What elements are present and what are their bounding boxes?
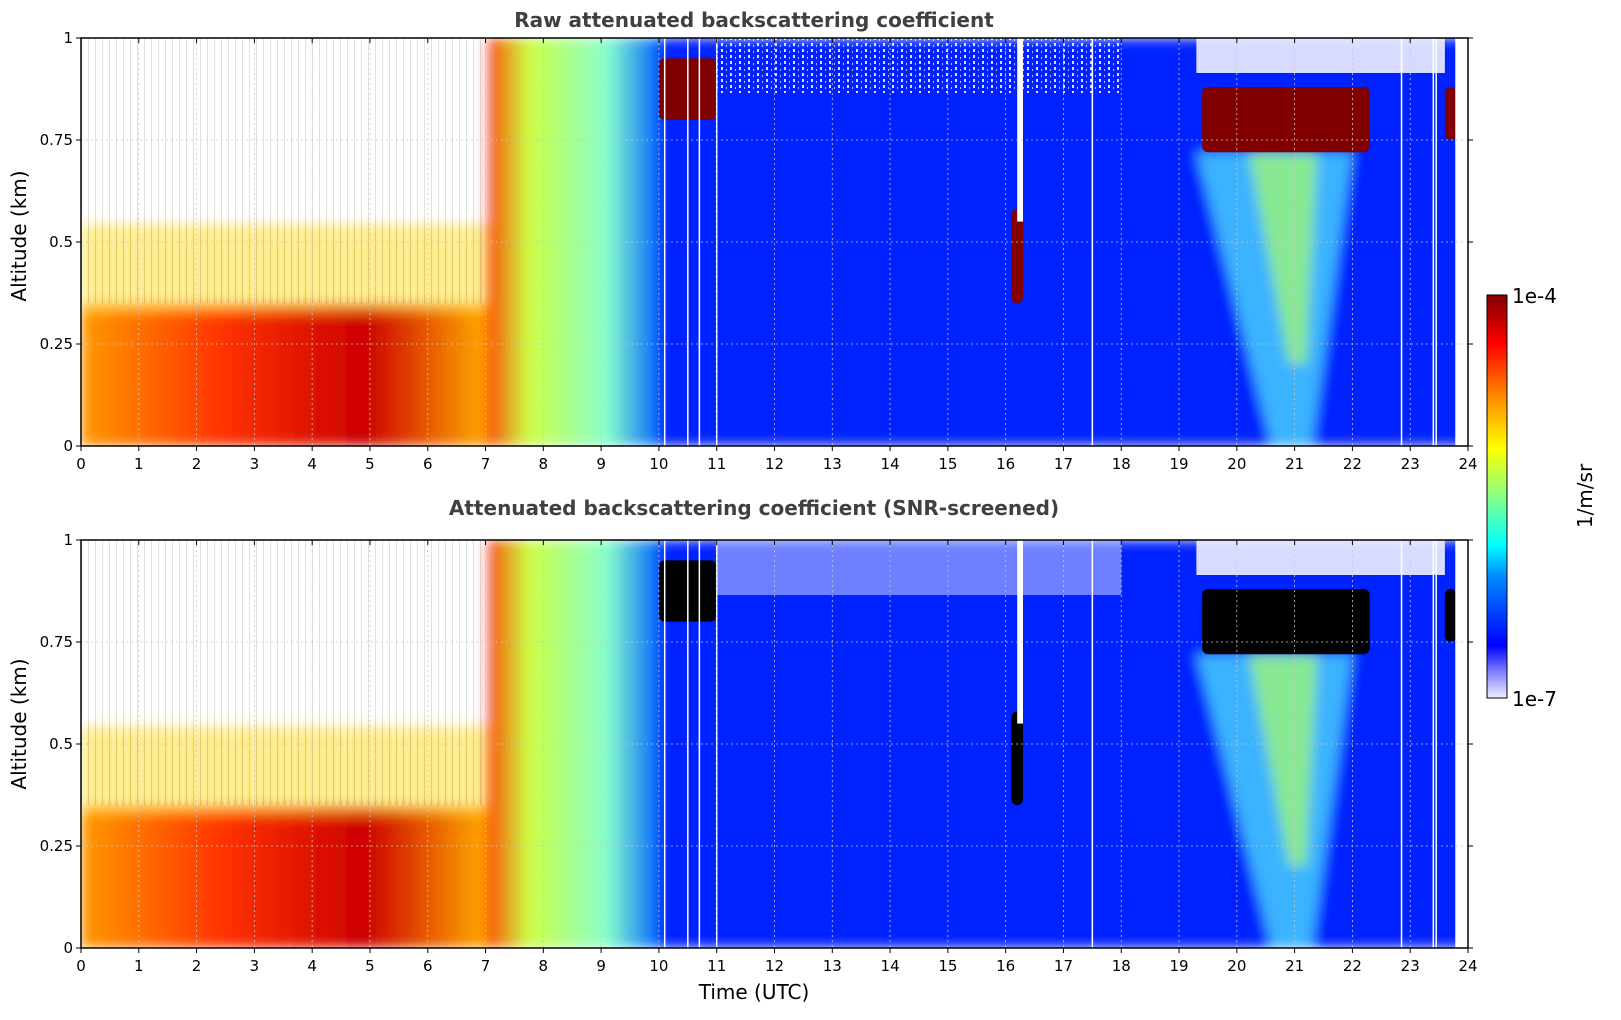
- x-tick-label: 22: [1343, 957, 1362, 975]
- x-tick-label: 19: [1169, 957, 1188, 975]
- x-tick-label: 13: [823, 957, 842, 975]
- y-tick-label: 0.75: [40, 633, 73, 651]
- x-tick-label: 3: [250, 455, 260, 473]
- x-tick-label: 4: [307, 957, 317, 975]
- x-tick-label: 21: [1285, 455, 1304, 473]
- x-tick-label: 2: [192, 455, 202, 473]
- panel-title-screened: Attenuated backscattering coefficient (S…: [449, 496, 1059, 520]
- region-4: [1011, 209, 1024, 304]
- y-tick-label: 0: [63, 939, 73, 957]
- x-tick-label: 17: [1054, 957, 1073, 975]
- x-ticks-screened: 0 1 2 3 4 5 6 7 8 9 10 11 12 13 14 15 16 17 18 19 20 21 22 23 24: [76, 540, 1478, 975]
- region-5: [1202, 588, 1370, 655]
- region-0-streaks: [81, 540, 486, 806]
- y-ticks-raw: 0 0.25 0.5 0.75 1: [40, 29, 1473, 455]
- x-tick-label: 16: [996, 455, 1015, 473]
- panel-screened: Attenuated backscattering coefficient (S…: [7, 496, 1478, 1004]
- x-tick-label: 24: [1458, 455, 1477, 473]
- region-6-core: [1248, 654, 1318, 867]
- x-tick-label: 18: [1112, 957, 1131, 975]
- x-tick-label: 3: [250, 957, 260, 975]
- region-0: [81, 303, 486, 446]
- colorbar-gradient: [1486, 294, 1508, 699]
- region-7: [1444, 588, 1457, 642]
- x-tick-label: 23: [1401, 957, 1420, 975]
- colorbar: 1e-4 1e-7 1/m/sr: [1486, 284, 1597, 711]
- x-tick-label: 14: [881, 957, 900, 975]
- panel-raw: Raw attenuated backscattering coefficien…: [7, 8, 1478, 473]
- x-tick-label: 24: [1458, 957, 1477, 975]
- cloud-shadow-gap: [1017, 38, 1024, 222]
- x-tick-label: 8: [539, 455, 549, 473]
- x-tick-label: 2: [192, 957, 202, 975]
- x-tick-label: 14: [881, 455, 900, 473]
- y-axis-label-screened: Altitude (km): [7, 658, 31, 789]
- region-6-core: [1248, 152, 1318, 365]
- cloud-shadow-gap: [1017, 540, 1024, 724]
- x-tick-label: 23: [1401, 455, 1420, 473]
- x-tick-label: 21: [1285, 957, 1304, 975]
- x-tick-label: 0: [76, 455, 86, 473]
- x-tick-label: 6: [423, 455, 433, 473]
- y-tick-label: 0.5: [49, 735, 73, 753]
- region-7: [1444, 86, 1457, 140]
- x-tick-label: 8: [539, 957, 549, 975]
- x-tick-label: 20: [1227, 455, 1246, 473]
- region-4: [1011, 711, 1024, 806]
- colorbar-max-label: 1e-4: [1512, 284, 1557, 308]
- x-tick-label: 16: [996, 957, 1015, 975]
- x-tick-label: 5: [365, 957, 375, 975]
- x-tick-label: 15: [938, 957, 957, 975]
- upper-clear: [1196, 38, 1445, 73]
- y-tick-label: 0.25: [40, 335, 73, 353]
- y-tick-label: 0.5: [49, 233, 73, 251]
- y-tick-label: 1: [63, 29, 73, 47]
- x-tick-label: 0: [76, 957, 86, 975]
- x-tick-label: 12: [765, 957, 784, 975]
- colorbar-unit-label: 1/m/sr: [1573, 463, 1597, 528]
- x-tick-label: 19: [1169, 455, 1188, 473]
- x-ticks-raw: 0 1 2 3 4 5 6 7 8 9 10 11 12 13 14 15 16 17 18 19 20 21 22 23 24: [76, 38, 1478, 473]
- x-tick-label: 20: [1227, 957, 1246, 975]
- x-tick-label: 15: [938, 455, 957, 473]
- region-5: [1202, 86, 1370, 153]
- upper-noise: [716, 540, 1122, 595]
- x-tick-label: 6: [423, 957, 433, 975]
- x-tick-label: 7: [481, 455, 491, 473]
- x-tick-label: 9: [596, 957, 606, 975]
- colorbar-min-label: 1e-7: [1512, 687, 1557, 711]
- y-axis-label-raw: Altitude (km): [7, 170, 31, 301]
- y-tick-label: 0.75: [40, 131, 73, 149]
- x-tick-label: 18: [1112, 455, 1131, 473]
- x-tick-label: 11: [707, 455, 726, 473]
- x-tick-label: 5: [365, 455, 375, 473]
- upper-clear: [1196, 540, 1445, 575]
- x-tick-label: 17: [1054, 455, 1073, 473]
- panel-title-raw: Raw attenuated backscattering coefficien…: [514, 8, 994, 32]
- y-tick-label: 0.25: [40, 837, 73, 855]
- x-axis-label: Time (UTC): [698, 980, 810, 1004]
- x-tick-label: 13: [823, 455, 842, 473]
- x-tick-label: 1: [134, 455, 144, 473]
- y-tick-label: 0: [63, 437, 73, 455]
- x-tick-label: 1: [134, 957, 144, 975]
- upper-noise: [716, 38, 1122, 93]
- x-tick-label: 4: [307, 455, 317, 473]
- region-0-streaks: [81, 38, 486, 304]
- x-tick-label: 10: [649, 957, 668, 975]
- region-0: [81, 805, 486, 948]
- x-tick-label: 12: [765, 455, 784, 473]
- x-tick-label: 11: [707, 957, 726, 975]
- y-tick-label: 1: [63, 531, 73, 549]
- y-ticks-screened: 0 0.25 0.5 0.75 1: [40, 531, 1473, 957]
- x-tick-label: 9: [596, 455, 606, 473]
- x-tick-label: 7: [481, 957, 491, 975]
- x-tick-label: 22: [1343, 455, 1362, 473]
- x-tick-label: 10: [649, 455, 668, 473]
